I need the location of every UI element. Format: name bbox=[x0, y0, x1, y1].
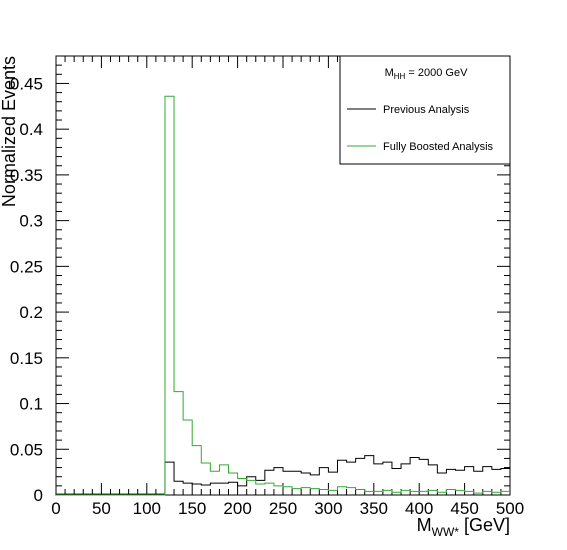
x-tick-label: 500 bbox=[496, 499, 524, 518]
legend-header: MHH = 2000 GeV bbox=[385, 67, 468, 81]
x-tick-label: 350 bbox=[360, 499, 388, 518]
y-tick-label: 0.45 bbox=[10, 74, 43, 93]
y-tick-labels: 0 0.05 0.1 0.15 0.2 0.25 0.3 0.35 0.4 0.45 bbox=[10, 74, 43, 505]
x-tick-label: 100 bbox=[133, 499, 161, 518]
x-tick-label: 400 bbox=[405, 499, 433, 518]
axis-ticks bbox=[55, 55, 511, 496]
legend-label-fully-boosted-analysis: Fully Boosted Analysis bbox=[383, 141, 494, 153]
y-tick-label: 0.3 bbox=[19, 212, 43, 231]
x-axis-title-main: M bbox=[417, 515, 432, 535]
x-tick-label: 250 bbox=[269, 499, 297, 518]
legend: MHH = 2000 GeV Previous Analysis Fully B… bbox=[339, 55, 511, 165]
y-tick-label: 0.35 bbox=[10, 166, 43, 185]
series-previous-analysis bbox=[56, 455, 510, 495]
legend-label-previous-analysis: Previous Analysis bbox=[383, 104, 470, 116]
x-tick-label: 200 bbox=[223, 499, 251, 518]
y-tick-label: 0.2 bbox=[19, 303, 43, 322]
x-tick-labels: 0 50 100 150 200 250 300 350 400 450 500 bbox=[51, 499, 524, 518]
y-axis-title: Normalized Events bbox=[0, 56, 19, 207]
y-tick-label: 0.05 bbox=[10, 440, 43, 459]
x-tick-label: 450 bbox=[450, 499, 478, 518]
legend-header-sub: HH bbox=[394, 72, 406, 81]
x-axis-title: MWW* [GeV] bbox=[417, 515, 510, 539]
y-tick-label: 0.4 bbox=[19, 120, 43, 139]
x-tick-label: 300 bbox=[314, 499, 342, 518]
y-tick-label: 0.1 bbox=[19, 395, 43, 414]
y-tick-label: 0.25 bbox=[10, 257, 43, 276]
x-tick-label: 50 bbox=[92, 499, 111, 518]
series-layer bbox=[56, 95, 510, 496]
y-tick-label: 0.15 bbox=[10, 349, 43, 368]
x-tick-label: 150 bbox=[178, 499, 206, 518]
x-axis-title-sub: WW* bbox=[432, 525, 460, 539]
series-fully-boosted-analysis bbox=[56, 95, 510, 496]
y-tick-label: 0 bbox=[34, 486, 43, 505]
x-axis-title-unit: [GeV] bbox=[459, 515, 510, 535]
legend-header-main: M bbox=[385, 67, 394, 79]
legend-header-rest: = 2000 GeV bbox=[405, 67, 468, 79]
x-tick-label: 0 bbox=[51, 499, 60, 518]
